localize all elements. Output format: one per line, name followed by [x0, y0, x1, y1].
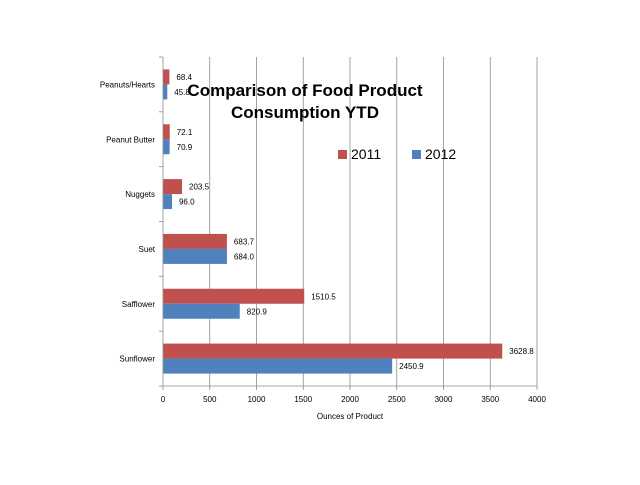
grid-lines: [209, 57, 538, 386]
x-tick-label: 3000: [435, 395, 453, 404]
chart-title-line-1: Comparison of Food Product: [187, 81, 422, 100]
data-labels: 68.4 45.8 72.1 70.9 203.5 96.0 683.7 684.0 1510.…: [174, 73, 534, 371]
bar-2012-peanut-butter: [163, 139, 170, 155]
bar-2011-safflower: [163, 288, 305, 304]
y-tick-label: Safflower: [122, 300, 156, 309]
legend: 2011 2012: [338, 146, 456, 162]
bar-2012-sunflower: [163, 358, 393, 374]
y-tick-label: Sunflower: [119, 355, 155, 364]
x-axis-title: Ounces of Product: [317, 412, 384, 421]
x-tick-label: 1000: [248, 395, 266, 404]
legend-label-2012: 2012: [425, 146, 456, 162]
bar-2012-suet: [163, 248, 227, 264]
data-label: 45.8: [174, 88, 190, 97]
x-tick-label: 1500: [294, 395, 312, 404]
bars: [163, 69, 503, 374]
x-tick-label: 2500: [388, 395, 406, 404]
x-tick-label: 3500: [481, 395, 499, 404]
legend-swatch-2011: [338, 150, 347, 159]
bar-2011-sunflower: [163, 343, 503, 359]
y-tick-label: Nuggets: [125, 190, 155, 199]
data-label: 2450.9: [399, 362, 424, 371]
bar-2012-safflower: [163, 303, 240, 319]
legend-swatch-2012: [412, 150, 421, 159]
y-tick-label: Suet: [139, 245, 156, 254]
y-tick-label: Peanuts/Hearts: [100, 80, 155, 89]
bar-2011-nuggets: [163, 179, 183, 195]
data-label: 96.0: [179, 198, 195, 207]
chart-title-line-2: Consumption YTD: [231, 103, 379, 122]
x-tick-label: 500: [203, 395, 217, 404]
axes: 0 500 1000 1500 2000 2500 3000 3500 4000 Peanuts/…: [100, 56, 546, 404]
data-label: 203.5: [189, 183, 210, 192]
y-tick-label: Peanut Butter: [106, 135, 155, 144]
legend-label-2011: 2011: [351, 146, 381, 162]
bar-2011-peanut-butter: [163, 124, 170, 140]
x-tick-label: 0: [161, 395, 166, 404]
bar-2012-peanuts-hearts: [163, 84, 168, 100]
x-tick-label: 2000: [341, 395, 359, 404]
data-label: 68.4: [176, 73, 192, 82]
data-label: 72.1: [177, 128, 193, 137]
bar-2011-suet: [163, 233, 227, 249]
bar-2012-nuggets: [163, 194, 172, 210]
data-label: 684.0: [234, 252, 255, 261]
data-label: 820.9: [247, 307, 268, 316]
x-tick-label: 4000: [528, 395, 546, 404]
data-label: 70.9: [177, 143, 193, 152]
data-label: 1510.5: [311, 292, 336, 301]
data-label: 683.7: [234, 237, 255, 246]
bar-2011-peanuts-hearts: [163, 69, 170, 85]
data-label: 3628.8: [509, 347, 534, 356]
